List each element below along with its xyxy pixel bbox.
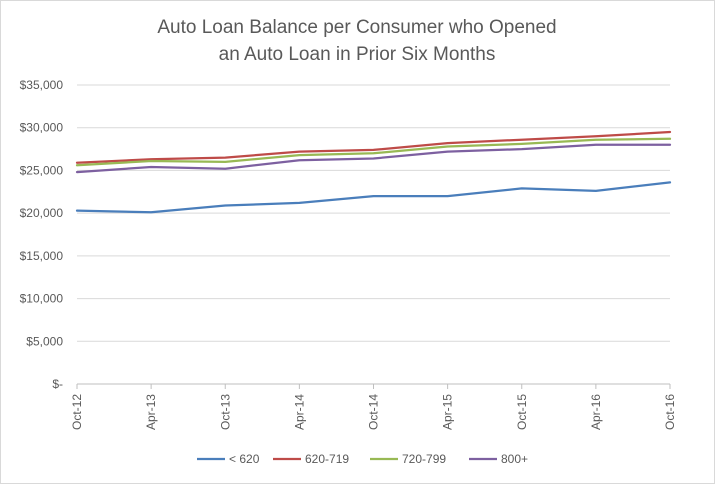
y-tick-label: $35,000 [20, 78, 64, 92]
x-tick-label: Apr-15 [441, 394, 455, 430]
series-line-1 [75, 181, 672, 214]
y-tick-label: $10,000 [20, 292, 64, 306]
chart-title-line-2: an Auto Loan in Prior Six Months [219, 44, 496, 65]
y-tick-label: $20,000 [20, 206, 64, 220]
series-lines [75, 130, 672, 214]
x-tick-label: Oct-14 [367, 394, 381, 430]
legend: < 620 620-719 720-799 800+ [197, 452, 528, 466]
x-tick-label: Oct-15 [515, 394, 529, 430]
series-line-4 [75, 143, 672, 174]
series-line-3 [75, 137, 672, 167]
legend-label: < 620 [229, 452, 260, 466]
y-tick-label: $30,000 [20, 121, 64, 135]
x-tick-label: Oct-12 [70, 394, 84, 430]
y-tick-label: $- [52, 377, 63, 391]
x-tick-label: Apr-14 [292, 394, 306, 430]
y-axis: $- $5,000 $10,000 $15,000 $20,000 $25,000 $30,… [20, 78, 64, 391]
x-tick-label: Oct-16 [663, 394, 677, 430]
y-tick-label: $25,000 [20, 163, 64, 177]
gridlines [77, 84, 670, 342]
x-tick-label: Apr-13 [144, 394, 158, 430]
legend-label: 800+ [501, 452, 528, 466]
x-axis: Oct-12 Apr-13 Oct-13 Apr-14 Oct-14 Apr-15 Oct-… [70, 383, 677, 430]
legend-label: 720-799 [402, 452, 446, 466]
y-tick-label: $15,000 [20, 249, 64, 263]
chart-title: Auto Loan Balance per Consumer who Opene… [157, 17, 556, 65]
y-tick-label: $5,000 [26, 334, 63, 348]
x-tick-label: Apr-16 [589, 394, 603, 430]
chart-title-line-1: Auto Loan Balance per Consumer who Opene… [157, 17, 556, 38]
legend-label: 620-719 [305, 452, 349, 466]
x-tick-label: Oct-13 [218, 394, 232, 430]
series-line-2 [75, 130, 672, 164]
